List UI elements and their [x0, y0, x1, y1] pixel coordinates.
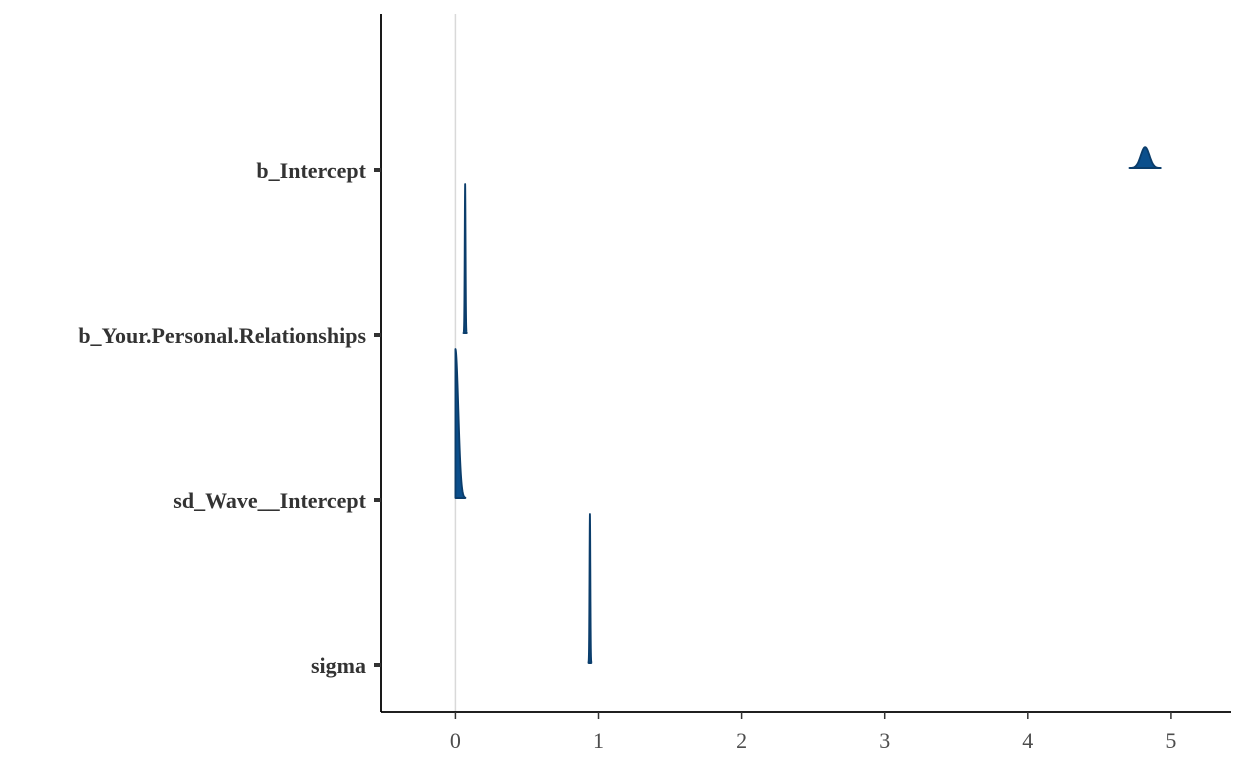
y-tick-label: sigma: [311, 653, 366, 678]
density-sd-wave-intercept: [454, 348, 467, 499]
y-tick-label: sd_Wave__Intercept: [173, 488, 366, 513]
density-b-intercept: [1128, 146, 1162, 169]
x-tick-label: 4: [1022, 728, 1033, 753]
x-tick-label: 5: [1165, 728, 1176, 753]
y-tick-label: b_Your.Personal.Relationships: [78, 323, 366, 348]
density-sigma: [587, 513, 593, 664]
density-layer: [454, 146, 1162, 664]
y-tick-label: b_Intercept: [256, 158, 366, 183]
density-b-your-personal-relationships: [462, 183, 468, 334]
y-axis-ticks: b_Intercept b_Your.Personal.Relationships…: [78, 158, 381, 678]
x-tick-label: 3: [879, 728, 890, 753]
x-tick-label: 2: [736, 728, 747, 753]
x-tick-label: 1: [593, 728, 604, 753]
x-tick-label: 0: [450, 728, 461, 753]
x-axis-ticks: 0 1 2 3 4 5: [450, 712, 1176, 753]
